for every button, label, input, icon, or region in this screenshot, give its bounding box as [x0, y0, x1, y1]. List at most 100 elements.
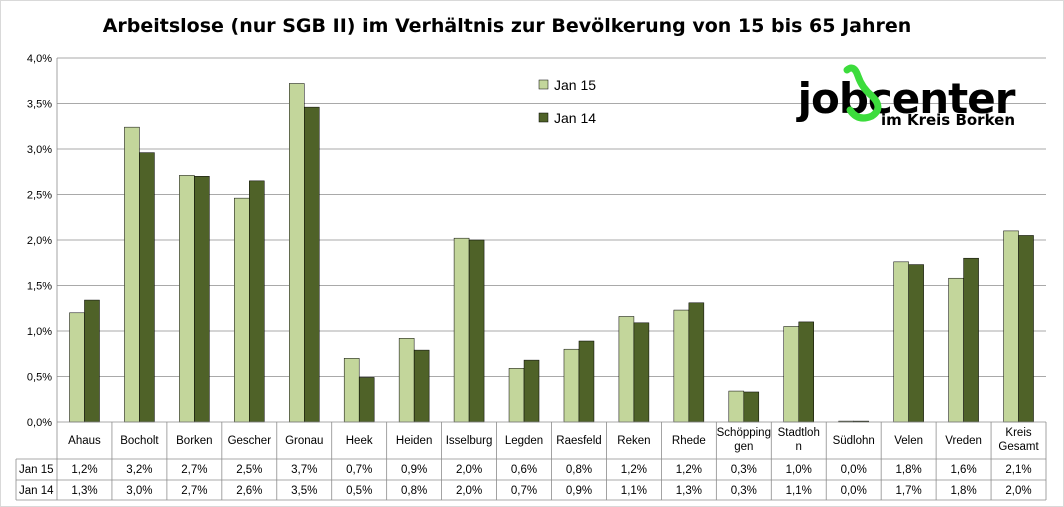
bar-jan-15: [69, 312, 85, 423]
category-label: Legden: [505, 435, 543, 447]
table-cell: 2,7%: [181, 485, 207, 497]
data-table: Ahaus Bocholt Borken Gescher Gronau Heek Heide…: [15, 421, 1047, 501]
bar-jan-15: [563, 348, 580, 423]
category-label: Velen: [894, 435, 923, 447]
bar-jan-15: [783, 326, 799, 423]
legend-swatch-jan15: [538, 79, 549, 90]
y-tick-label: 3,0%: [27, 144, 52, 156]
y-tick-label: 4,0%: [27, 53, 52, 65]
table-cell: 2,0%: [456, 485, 482, 497]
bar-jan-15: [508, 368, 525, 423]
bar-jan-15: [343, 358, 360, 423]
table-cell: 3,2%: [126, 464, 152, 476]
category-label: Gescher: [228, 435, 272, 447]
table-row-header: Jan 14: [19, 485, 54, 497]
table-cell: 1,3%: [71, 485, 97, 497]
bar-jan-14: [1018, 235, 1034, 423]
table-cell: 0,8%: [401, 485, 427, 497]
bar-jan-15: [948, 277, 964, 423]
table-cell: 2,5%: [236, 464, 262, 476]
table-cell: 1,2%: [71, 464, 97, 476]
bar-jan-15: [398, 338, 415, 423]
bar-jan-14: [358, 377, 375, 423]
table-cell: 1,6%: [950, 464, 976, 476]
y-tick-label: 1,5%: [27, 281, 52, 293]
y-tick-label: 2,0%: [27, 235, 52, 247]
table-cell: 0,3%: [731, 464, 757, 476]
bar-jan-14: [633, 322, 650, 423]
table-cell: 2,7%: [181, 464, 207, 476]
table-cell: 1,2%: [621, 464, 647, 476]
category-label: Raesfeld: [556, 435, 601, 447]
bar-jan-15: [453, 237, 470, 423]
table-cell: 0,3%: [731, 485, 757, 497]
category-label: Reken: [617, 435, 650, 447]
bar-jan-15: [893, 261, 909, 423]
bar-jan-15: [1003, 230, 1019, 423]
table-cell: 1,1%: [786, 485, 812, 497]
bar-jan-15: [728, 390, 745, 423]
legend-label-jan15: Jan 15: [554, 77, 596, 93]
category-label: Borken: [176, 435, 212, 447]
bar-jan-14: [139, 152, 155, 423]
bars: [69, 83, 1034, 423]
legend-swatch-jan14: [538, 112, 549, 123]
bar-jan-15: [289, 83, 305, 423]
logo-wordmark: jobcenter: [796, 74, 1016, 123]
category-label: Kreis: [1005, 427, 1031, 439]
category-label: n: [796, 441, 802, 453]
table-cell: 0,0%: [841, 464, 867, 476]
table-cell: 1,3%: [676, 485, 702, 497]
table-cell: 1,1%: [621, 485, 647, 497]
table-cell: 0,9%: [401, 464, 427, 476]
bar-jan-14: [468, 239, 485, 423]
table-cell: 1,8%: [950, 485, 976, 497]
bar-jan-14: [743, 391, 760, 423]
table-cell: 0,5%: [346, 485, 372, 497]
table-cell: 0,7%: [346, 464, 372, 476]
table-cell: 2,0%: [456, 464, 482, 476]
table-cell: 3,0%: [126, 485, 152, 497]
bar-jan-14: [194, 176, 210, 423]
bar-jan-14: [963, 257, 979, 423]
bar-jan-15: [673, 309, 690, 423]
table-cell: 2,0%: [1005, 485, 1031, 497]
bar-jan-15: [234, 197, 250, 423]
category-label: Südlohn: [833, 435, 875, 447]
category-label: gen: [734, 441, 753, 453]
y-tick-label: 1,0%: [27, 326, 52, 338]
logo-accent-icon: [843, 64, 882, 122]
table-cell: 3,5%: [291, 485, 317, 497]
jobcenter-logo: jobcenter im Kreis Borken: [796, 64, 1017, 129]
category-label: Heek: [346, 435, 373, 447]
legend: Jan 15 Jan 14: [538, 77, 596, 126]
bar-jan-14: [798, 321, 814, 423]
category-label: Rhede: [672, 435, 706, 447]
logo-subtitle: im Kreis Borken: [881, 111, 1015, 129]
category-label: Gesamt: [998, 441, 1039, 453]
table-cell: 1,7%: [896, 485, 922, 497]
bar-jan-14: [304, 106, 320, 423]
bar-jan-14: [84, 299, 100, 423]
y-axis: 0,0% 0,5% 1,0% 1,5% 2,0% 2,5% 3,0% 3,5% 4,0%: [27, 53, 58, 500]
table-cell: 2,6%: [236, 485, 262, 497]
bar-jan-15: [179, 175, 195, 423]
category-label: Bocholt: [120, 435, 159, 447]
bar-jan-14: [413, 349, 430, 423]
bar-jan-15: [618, 316, 635, 423]
category-label: Isselburg: [446, 435, 493, 447]
table-cell: 0,6%: [511, 464, 537, 476]
table-cell: 1,2%: [676, 464, 702, 476]
bar-jan-14: [908, 264, 924, 423]
category-label: Ahaus: [68, 435, 101, 447]
category-label: Vreden: [945, 435, 982, 447]
grid-lines: [57, 57, 1046, 377]
table-cell: 3,7%: [291, 464, 317, 476]
y-tick-label: 2,5%: [27, 190, 52, 202]
category-label: Schöpping: [717, 427, 771, 439]
category-label: Heiden: [396, 435, 432, 447]
table-cell: 0,7%: [511, 485, 537, 497]
y-tick-label: 0,0%: [27, 417, 52, 429]
bar-jan-15: [124, 126, 140, 423]
